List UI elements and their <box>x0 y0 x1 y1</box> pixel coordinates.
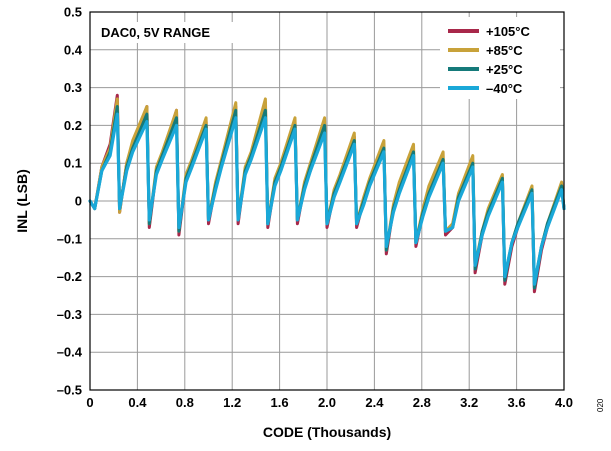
y-tick-label: 0.2 <box>64 118 82 133</box>
legend-label: +105°C <box>486 24 530 39</box>
legend: +105°C +85°C +25°C –40°C <box>448 24 530 96</box>
x-tick-label: 1.6 <box>271 395 289 410</box>
y-axis-title: INL (LSB) <box>14 169 30 233</box>
x-tick-label: 3.2 <box>460 395 478 410</box>
x-tick-label: 4.0 <box>555 395 573 410</box>
series-lines <box>88 93 566 294</box>
y-tick-label: 0.1 <box>64 156 82 171</box>
y-tick-label: 0 <box>75 194 82 209</box>
legend-label: +85°C <box>486 43 523 58</box>
x-axis-ticks: 0 0.4 0.8 1.2 1.6 2.0 2.4 2.8 3.2 3.6 4.0 <box>86 395 573 410</box>
annotation-background <box>96 22 240 43</box>
x-tick-label: 2.8 <box>413 395 431 410</box>
legend-label: +25°C <box>486 62 523 77</box>
x-tick-label: 2.0 <box>318 395 336 410</box>
x-tick-label: 0.4 <box>128 395 147 410</box>
figure-id: 020 <box>596 398 605 412</box>
y-axis-ticks: 0.5 0.4 0.3 0.2 0.1 0 –0.1 –0.2 –0.3 –0.4 –0.5 <box>57 5 83 398</box>
y-tick-label: –0.1 <box>57 231 82 246</box>
y-tick-label: 0.3 <box>64 80 82 95</box>
x-tick-label: 2.4 <box>365 395 384 410</box>
y-tick-label: –0.4 <box>57 345 83 360</box>
legend-label: –40°C <box>486 81 523 96</box>
y-tick-label: –0.2 <box>57 269 82 284</box>
y-tick-label: 0.5 <box>64 5 82 20</box>
x-tick-label: 1.2 <box>223 395 241 410</box>
y-tick-label: –0.5 <box>57 383 82 398</box>
chart-annotation: DAC0, 5V RANGE <box>101 25 210 40</box>
plot-frame <box>89 11 565 391</box>
x-axis-title: CODE (Thousands) <box>263 424 391 440</box>
x-tick-label: 0 <box>86 395 93 410</box>
x-tick-label: 0.8 <box>176 395 194 410</box>
y-tick-label: 0.4 <box>64 42 83 57</box>
x-tick-label: 3.6 <box>508 395 526 410</box>
y-tick-label: –0.3 <box>57 307 82 322</box>
series-line-4 <box>88 112 566 286</box>
